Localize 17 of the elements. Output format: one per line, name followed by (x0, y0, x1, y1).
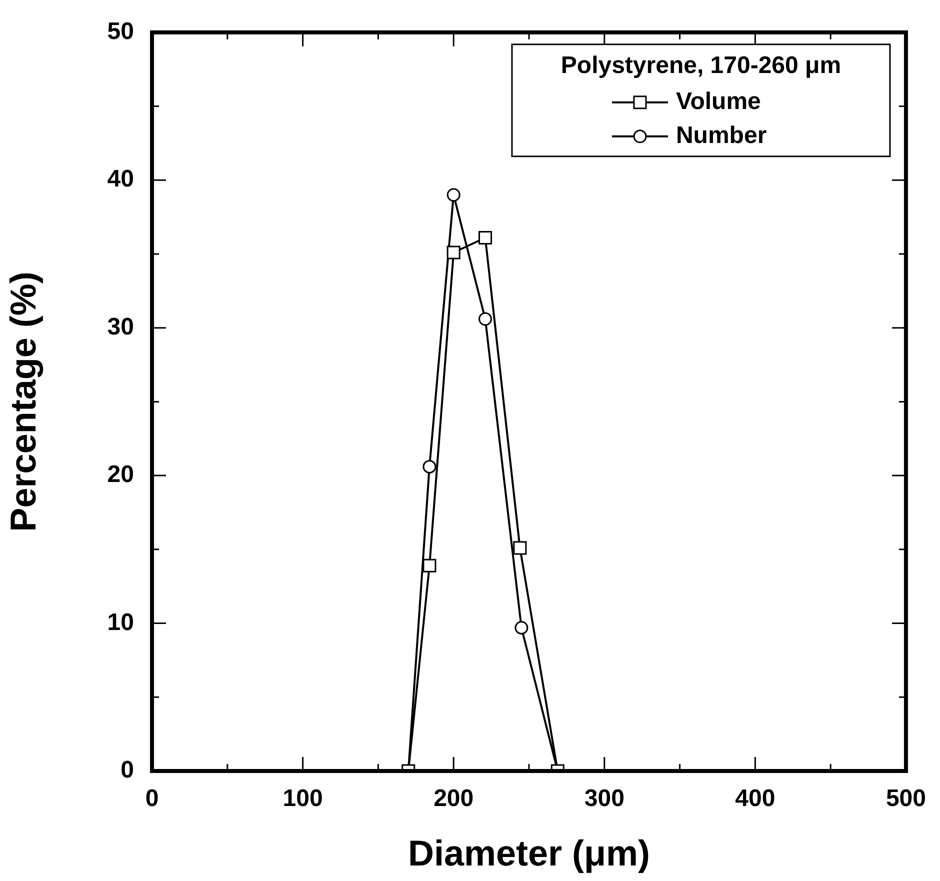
x-tick-label: 300 (584, 785, 624, 812)
y-tick-label: 10 (107, 608, 134, 636)
y-tick-label: 20 (107, 461, 134, 488)
y-tick-label: 30 (107, 313, 134, 340)
x-tick-label: 200 (434, 785, 474, 812)
x-tick-label: 400 (735, 785, 776, 812)
x-axis-title: Diameter (μm) (408, 832, 650, 874)
legend-title: Polystyrene, 170-260 μm (560, 52, 842, 80)
y-axis-title: Percentage (%) (2, 272, 44, 532)
y-tick-label: 0 (120, 756, 134, 784)
y-tick-label: 50 (107, 18, 134, 46)
legend-label: Number (676, 122, 767, 150)
x-tick-label: 500 (886, 785, 926, 812)
x-tick-label: 100 (282, 785, 323, 812)
y-tick-label: 40 (107, 166, 134, 193)
legend-label: Volume (676, 88, 761, 116)
x-tick-label: 0 (145, 785, 159, 812)
